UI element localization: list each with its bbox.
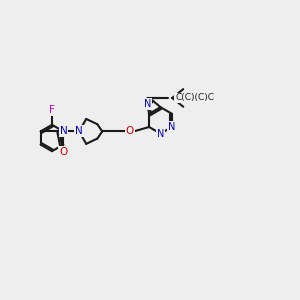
Text: N: N <box>144 99 151 109</box>
Text: N: N <box>60 126 67 136</box>
Text: N: N <box>168 122 175 132</box>
Text: O: O <box>59 147 68 157</box>
Text: F: F <box>49 105 55 115</box>
Text: O: O <box>126 126 134 136</box>
Text: N: N <box>157 129 164 139</box>
Text: N: N <box>75 126 83 136</box>
Text: C(C)(C)C: C(C)(C)C <box>175 93 214 102</box>
